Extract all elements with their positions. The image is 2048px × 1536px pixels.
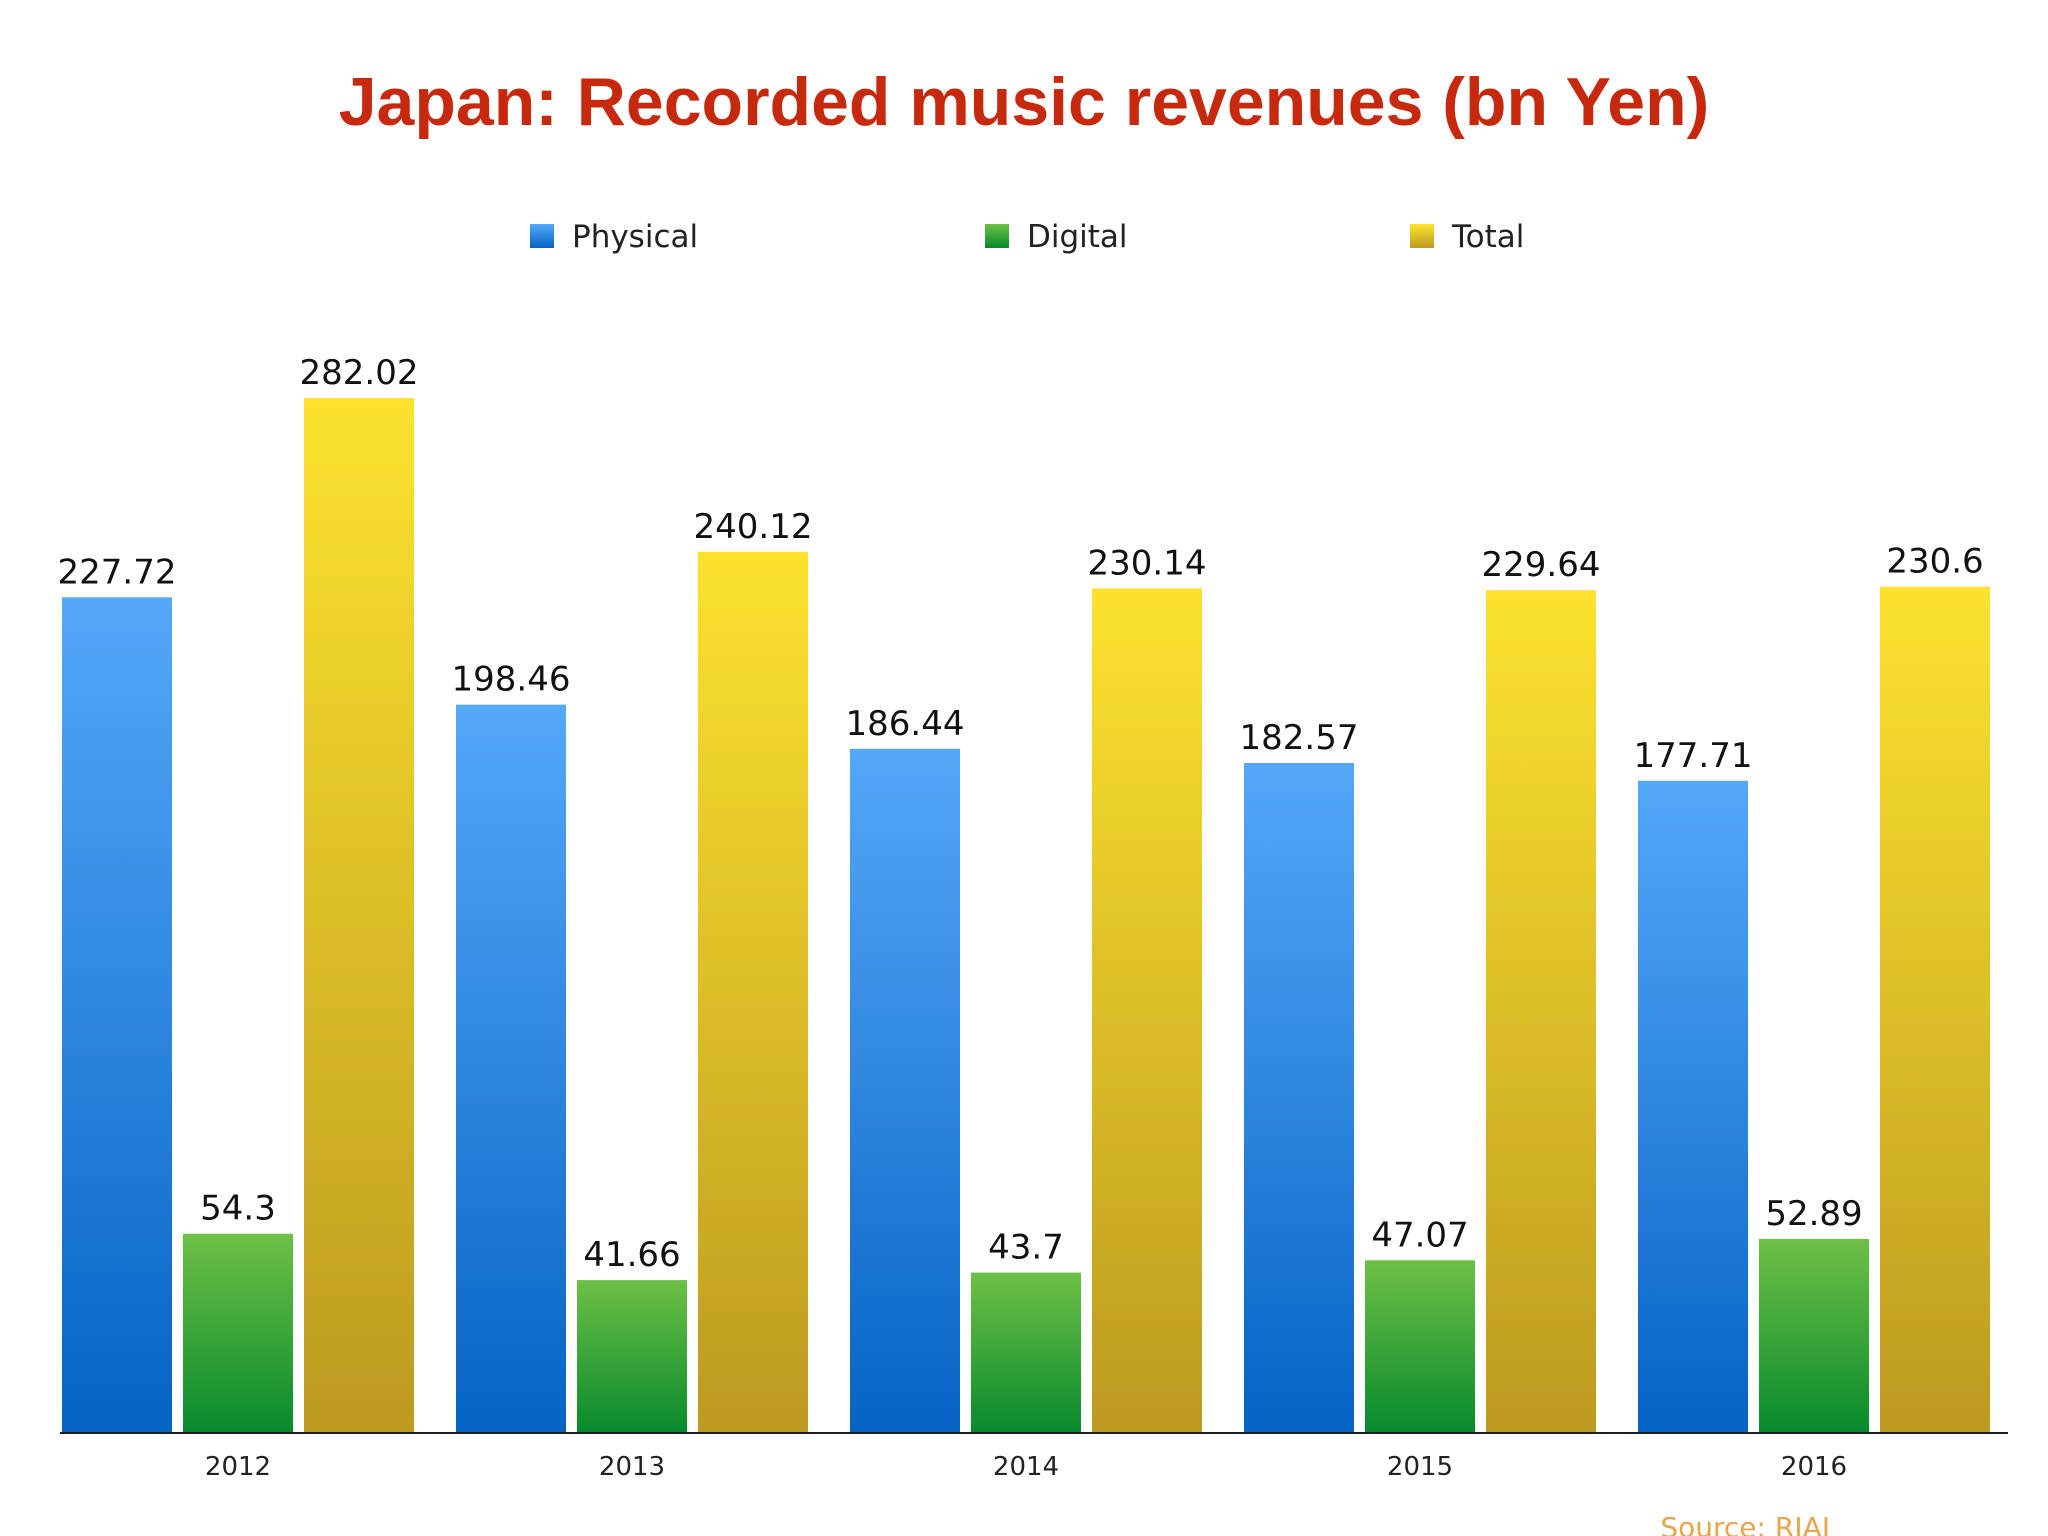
bar-physical-2015 bbox=[1244, 762, 1354, 1433]
bar-physical-2016 bbox=[1638, 780, 1748, 1433]
bar-digital-2013 bbox=[577, 1280, 687, 1433]
value-label-total-2013: 240.12 bbox=[694, 507, 813, 547]
bar-total-2013 bbox=[698, 551, 808, 1433]
bar-physical-2012 bbox=[62, 597, 172, 1433]
legend: Physical Digital Total bbox=[530, 219, 1524, 255]
legend-key-total bbox=[1410, 224, 1434, 248]
value-label-physical-2015: 182.57 bbox=[1240, 718, 1359, 758]
legend-label-physical: Physical bbox=[572, 219, 698, 255]
bar-digital-2016 bbox=[1759, 1238, 1869, 1433]
bar-physical-2014 bbox=[850, 748, 960, 1433]
value-labels: 227.72 54.3 282.02 198.46 41.66 240.12 186.44 4… bbox=[58, 353, 1984, 1275]
value-label-digital-2015: 47.07 bbox=[1371, 1215, 1468, 1255]
value-label-physical-2014: 186.44 bbox=[846, 704, 965, 744]
bar-digital-2015 bbox=[1365, 1260, 1475, 1433]
value-label-physical-2016: 177.71 bbox=[1634, 736, 1753, 776]
bar-digital-2012 bbox=[183, 1233, 293, 1433]
legend-key-digital bbox=[985, 224, 1009, 248]
category-label-2014: 2014 bbox=[993, 1452, 1059, 1482]
chart-title: Japan: Recorded music revenues (bn Yen) bbox=[339, 64, 1710, 140]
bar-physical-2013 bbox=[456, 704, 566, 1433]
category-label-2015: 2015 bbox=[1387, 1452, 1453, 1482]
category-label-2016: 2016 bbox=[1781, 1452, 1847, 1482]
category-label-2013: 2013 bbox=[599, 1452, 665, 1482]
value-label-digital-2014: 43.7 bbox=[988, 1228, 1064, 1268]
legend-label-total: Total bbox=[1451, 219, 1524, 255]
bar-total-2015 bbox=[1486, 590, 1596, 1433]
legend-key-physical bbox=[530, 224, 554, 248]
value-label-digital-2016: 52.89 bbox=[1765, 1194, 1862, 1234]
bar-total-2014 bbox=[1092, 588, 1202, 1433]
value-label-digital-2013: 41.66 bbox=[583, 1235, 680, 1275]
value-label-physical-2012: 227.72 bbox=[58, 552, 177, 592]
bar-digital-2014 bbox=[971, 1272, 1081, 1433]
category-labels: 2012 2013 2014 2015 2016 bbox=[205, 1452, 1847, 1482]
value-label-total-2016: 230.6 bbox=[1886, 542, 1983, 582]
source-note: Source: RIAJ bbox=[1660, 1511, 1830, 1536]
bars bbox=[62, 398, 1990, 1433]
legend-label-digital: Digital bbox=[1027, 219, 1128, 255]
value-label-physical-2013: 198.46 bbox=[452, 660, 571, 700]
category-label-2012: 2012 bbox=[205, 1452, 271, 1482]
value-label-digital-2012: 54.3 bbox=[200, 1189, 276, 1229]
bar-total-2016 bbox=[1880, 586, 1990, 1433]
value-label-total-2014: 230.14 bbox=[1088, 543, 1207, 583]
bar-total-2012 bbox=[304, 398, 414, 1433]
value-label-total-2012: 282.02 bbox=[300, 353, 419, 393]
value-label-total-2015: 229.64 bbox=[1482, 545, 1601, 585]
